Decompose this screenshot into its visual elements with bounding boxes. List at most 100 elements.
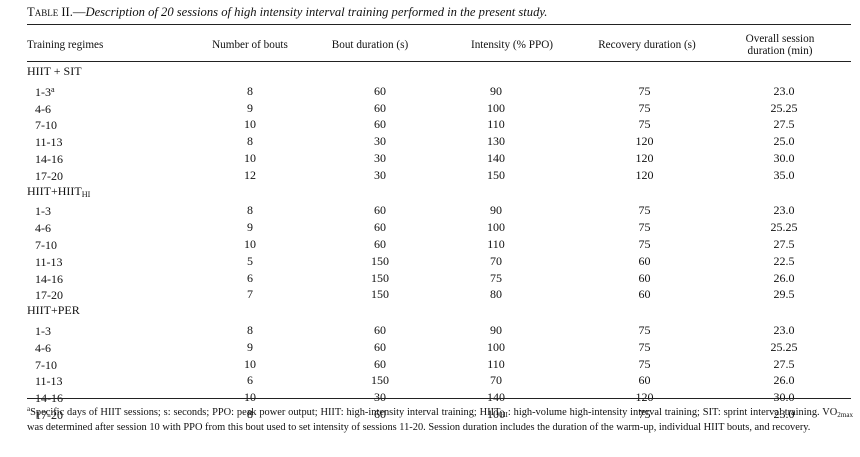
table-row: 14-16 10 30 140 120 30.0 [27,150,851,167]
top-rule [27,24,851,25]
caption-dash: — [72,5,86,19]
header-number-of-bouts: Number of bouts [212,39,288,51]
recovery-cell: 75 [638,322,651,337]
bout-duration-cell: 60 [374,236,386,251]
bout-duration-cell: 60 [374,406,386,421]
bout-duration-cell: 60 [374,203,386,218]
sessions-label: 4-6 [35,101,51,116]
table-row: 4-6 9 60 100 75 25.25 [27,100,851,117]
table-row: 1-3 8 60 90 75 23.0 [27,202,851,219]
overall-duration-cell: 25.25 [770,100,798,115]
header-rule [27,61,851,62]
header-training-regimes: Training regimes [27,39,104,51]
group-name: HIIT + SIT [27,64,82,78]
bout-duration-cell: 60 [374,100,386,115]
sessions-cell: 7-10 [27,116,190,133]
footnote-part3: was determined after session 10 with PPO… [27,421,811,433]
table-row: 11-13 8 30 130 120 25.0 [27,133,851,150]
table-row: 1-3 8 60 90 75 23.0 [27,322,851,339]
sessions-label: 11-13 [35,135,63,150]
sessions-label: 7-10 [35,118,57,133]
sessions-label: 14-16 [35,271,63,286]
sessions-table-body: HIIT + SIT 1-3a 8 60 90 75 23.0 4-6 9 60 100 75 25.2… [27,64,851,423]
bout-duration-cell: 30 [374,134,386,149]
sessions-cell: 1-3 [27,322,190,339]
intensity-cell: 90 [490,83,502,98]
bouts-cell: 10 [244,236,256,251]
bouts-cell: 10 [244,150,256,165]
bout-duration-cell: 60 [374,322,386,337]
intensity-cell: 130 [487,134,505,149]
sessions-label: 17-20 [35,288,63,303]
bouts-cell: 9 [247,339,253,354]
table-row: 4-6 9 60 100 75 25.25 [27,339,851,356]
bouts-cell: 10 [190,389,310,406]
footnote-part2: : high-volume high-intensity interval tr… [507,407,838,418]
sessions-label: 17-20 [35,168,63,183]
intensity-cell: 150 [487,167,505,182]
bouts-cell: 9 [247,100,253,115]
group-row: HIIT+HIITHI [27,184,851,203]
sessions-label: 7-10 [35,357,57,372]
sessions-label: 4-6 [35,221,51,236]
sessions-cell: 4-6 [27,100,190,117]
overall-duration-cell: 27.5 [773,356,795,371]
overall-duration-cell: 23.0 [773,322,795,337]
sessions-cell: 17-20 [27,167,190,184]
recovery-cell: 75 [638,236,651,251]
sessions-cell: 1-3 [27,202,190,219]
overall-duration-cell: 26.0 [773,373,795,388]
table-row: 14-16 6 150 75 60 26.0 [27,270,851,287]
group-row: HIIT+PER [27,303,851,322]
footnote-marker: a [51,84,55,94]
sessions-label: 1-3 [35,204,51,219]
bouts-cell: 8 [247,322,253,337]
table-row: 17-20 7 150 80 60 29.5 [27,286,851,303]
bouts-cell: 6 [247,270,253,285]
group-name-cell: HIIT+HIITHI [27,184,851,203]
bouts-cell: 12 [244,167,256,182]
recovery-cell: 75 [638,339,651,354]
overall-duration-cell: 29.5 [773,287,795,302]
intensity-cell: 110 [487,236,505,251]
sessions-label: 11-13 [35,374,63,389]
overall-duration-cell: 27.5 [773,236,795,251]
footnote-sub1: HI [500,411,508,419]
intensity-cell: 90 [490,203,502,218]
bouts-cell: 5 [247,253,253,268]
bout-duration-cell: 30 [310,389,430,406]
table-footnote: aSpecific days of HIIT sessions; s: seco… [27,404,853,433]
bout-duration-cell: 30 [374,167,386,182]
group-row: HIIT + SIT [27,64,851,83]
sessions-label: 17-20 [35,407,63,422]
header-recovery-duration: Recovery duration (s) [598,39,696,51]
intensity-cell: 100 [487,100,505,115]
intensity-cell: 100 [487,220,505,235]
header-overall-line1: Overall session [745,33,815,45]
recovery-cell: 75 [638,83,651,98]
intensity-cell: 75 [490,270,502,285]
sessions-label: 11-13 [35,254,63,269]
recovery-cell: 75 [638,356,651,371]
bouts-cell: 6 [247,373,253,388]
sessions-cell: 4-6 [27,219,190,236]
sessions-cell: 14-16 [27,270,190,287]
intensity-cell: 140 [487,150,505,165]
sessions-cell: 17-20 [27,286,190,303]
bout-duration-cell: 150 [371,287,389,302]
sessions-label: 1-3 [35,84,51,99]
overall-duration-cell: 35.0 [773,167,795,182]
intensity-cell: 90 [490,322,502,337]
intensity-cell: 110 [487,117,505,132]
intensity-cell: 110 [487,356,505,371]
sessions-cell: 7-10 [27,236,190,253]
bout-duration-cell: 150 [371,373,389,388]
overall-duration-cell: 23.0 [773,83,795,98]
bouts-cell: 9 [247,220,253,235]
bout-duration-cell: 60 [374,220,386,235]
recovery-cell: 60 [638,253,651,268]
bouts-cell: 8 [247,83,253,98]
sessions-label: 1-3 [35,323,51,338]
recovery-cell: 120 [635,134,654,149]
overall-duration-cell: 25.25 [770,220,798,235]
